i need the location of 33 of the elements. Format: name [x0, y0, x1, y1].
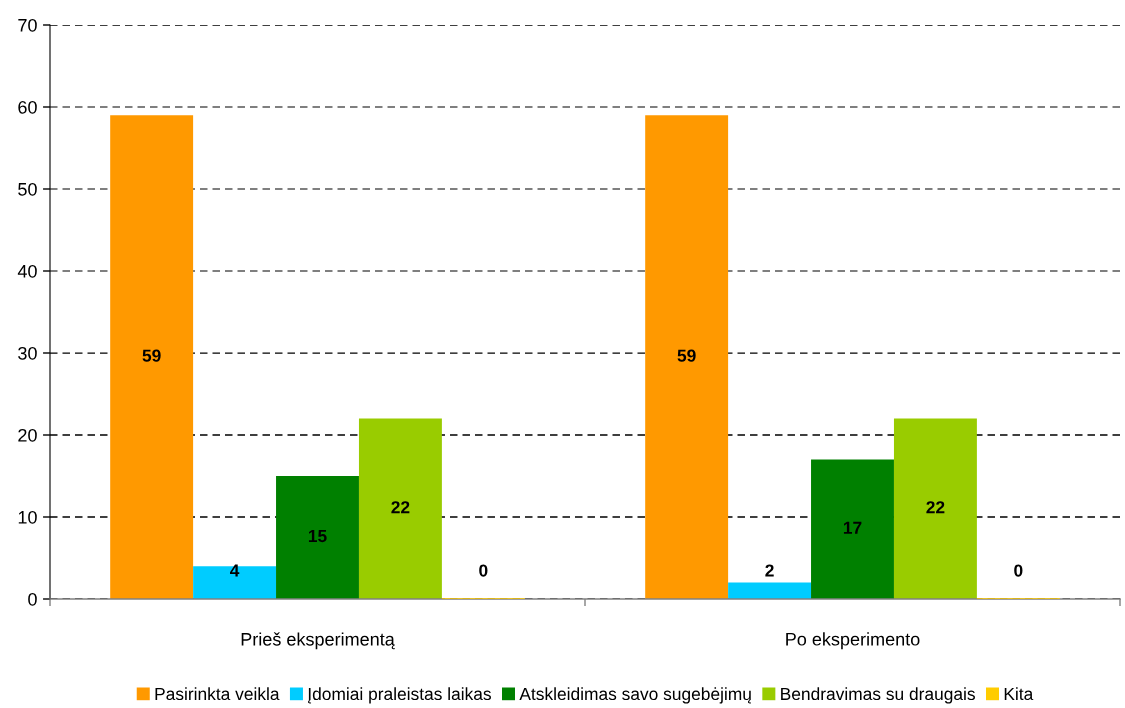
- legend-label: Atskleidimas savo sugebėjimų: [519, 687, 751, 704]
- y-tick-label: 20: [18, 428, 37, 442]
- legend-label: Kita: [1004, 687, 1034, 701]
- data-label: 2: [765, 564, 774, 577]
- y-tick-label: 70: [18, 18, 37, 32]
- y-tick-label: 50: [18, 182, 37, 196]
- x-tick-label: Prieš eksperimentą: [241, 632, 395, 650]
- bar: [645, 115, 729, 599]
- data-label: 22: [926, 501, 945, 514]
- legend-label: Pasirinkta veikla: [155, 687, 280, 701]
- bar: [193, 566, 277, 599]
- bar: [811, 459, 894, 599]
- data-label: 4: [230, 564, 240, 577]
- data-label: 17: [843, 521, 862, 534]
- bar: [893, 418, 977, 599]
- y-tick-label: 60: [18, 100, 37, 114]
- legend-label: Įdomiai praleistas laikas: [308, 687, 491, 704]
- legend-label: Bendravimas su draugais: [781, 687, 975, 704]
- data-label: 59: [677, 349, 696, 362]
- y-tick-label: 30: [18, 346, 37, 360]
- data-label: 59: [142, 349, 161, 362]
- y-tick-label: 0: [28, 592, 37, 606]
- data-label: 0: [479, 564, 488, 577]
- y-tick-label: 10: [18, 510, 37, 524]
- data-label: 0: [1014, 564, 1023, 577]
- bar: [358, 418, 442, 599]
- bar: [728, 582, 812, 599]
- data-label: 15: [308, 530, 327, 543]
- y-tick-label: 40: [17, 264, 37, 278]
- x-tick-label: Po eksperimento: [786, 632, 920, 650]
- data-label: 22: [391, 501, 410, 514]
- bar: [110, 115, 194, 599]
- bar: [276, 476, 359, 599]
